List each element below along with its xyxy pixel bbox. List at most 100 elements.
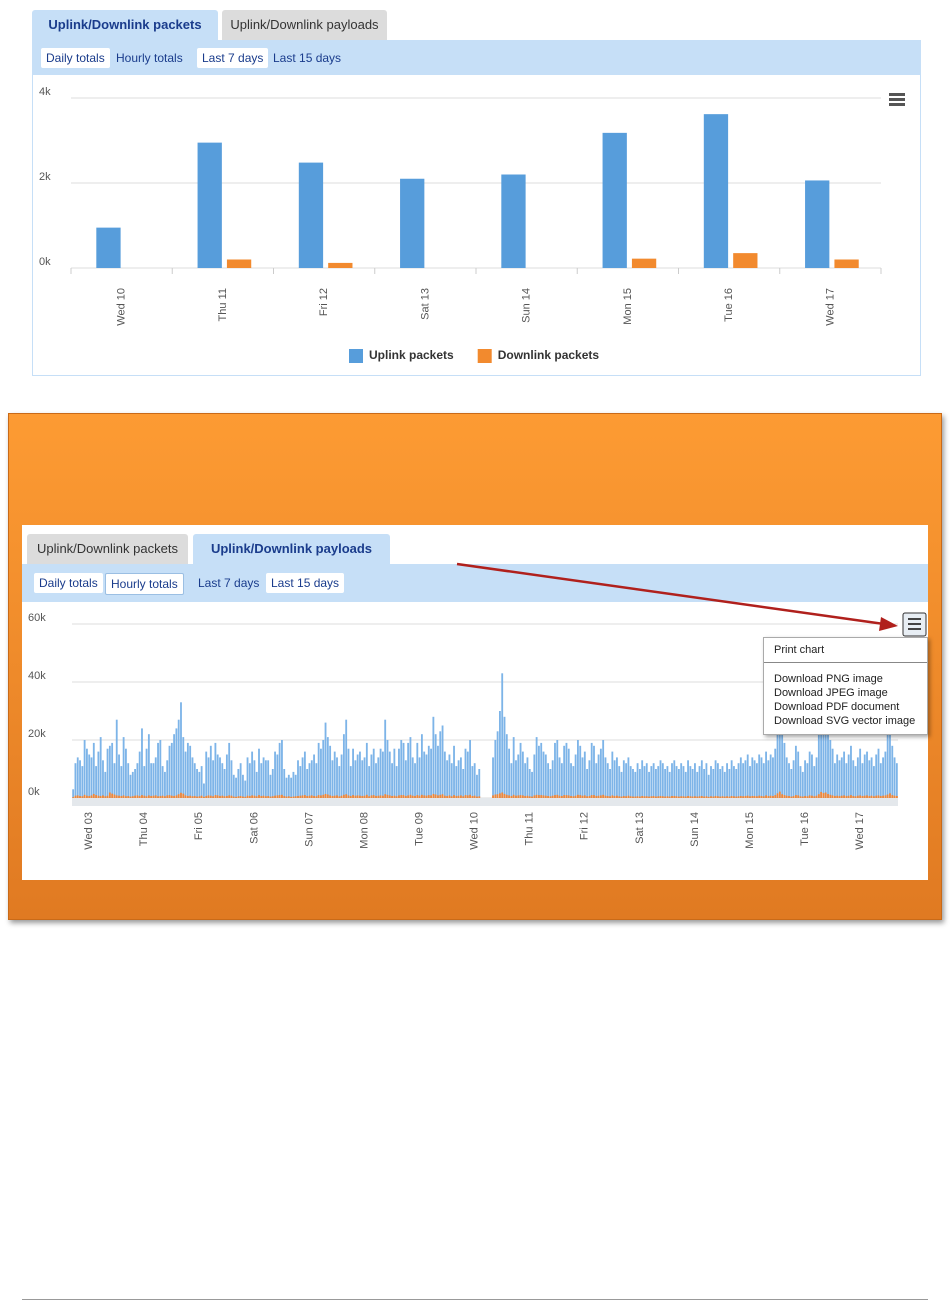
button[interactable]: Last 7 days: [198, 576, 260, 590]
bar: [551, 760, 554, 798]
bar: [283, 769, 286, 798]
bar: [420, 794, 423, 798]
bar: [712, 796, 715, 798]
bar: [193, 763, 196, 798]
bar: [618, 766, 621, 798]
bar: [769, 754, 772, 798]
bar: [122, 737, 125, 798]
bar: [749, 766, 751, 798]
bar: [292, 771, 295, 798]
bar: [790, 796, 793, 798]
bar: [347, 748, 350, 798]
bar: [113, 794, 116, 798]
bar: [659, 795, 662, 798]
bar: [549, 769, 552, 798]
bar: [377, 757, 380, 798]
bar: [574, 795, 577, 798]
button[interactable]: Daily totals: [34, 573, 103, 593]
bar: [416, 795, 419, 798]
x-tick-label: Fri 12: [318, 288, 330, 316]
bar: [184, 795, 187, 798]
bar: [244, 796, 247, 798]
button[interactable]: Hourly totals: [105, 573, 184, 595]
bar: [733, 766, 735, 798]
bar: [370, 754, 373, 798]
menu-icon[interactable]: [889, 93, 905, 106]
bar: [420, 734, 423, 798]
bar: [127, 795, 130, 798]
bar: [209, 745, 212, 798]
bar: [831, 748, 834, 798]
tab[interactable]: Uplink/Downlink packets: [32, 10, 218, 40]
tab[interactable]: Uplink/Downlink payloads: [222, 10, 387, 40]
bar: [517, 795, 520, 798]
button[interactable]: Daily totals: [41, 48, 110, 68]
bar: [425, 754, 428, 798]
bar: [189, 795, 192, 798]
bar: [632, 796, 634, 798]
bar: [455, 795, 458, 798]
bar: [340, 795, 343, 798]
bar: [673, 795, 676, 798]
menu-button[interactable]: [902, 612, 927, 637]
bar: [219, 757, 221, 798]
bar: [258, 795, 260, 798]
bar: [205, 751, 208, 798]
bar: [173, 795, 176, 798]
bar: [453, 745, 455, 798]
bar: [698, 766, 701, 798]
bar: [567, 795, 570, 798]
bar: [631, 258, 657, 268]
x-tick-label: Fri 05: [193, 812, 205, 840]
bar: [843, 795, 845, 798]
button[interactable]: Last 7 days: [197, 48, 269, 68]
bar: [696, 771, 699, 798]
bar: [152, 795, 155, 798]
menu-item[interactable]: Download PDF document: [774, 701, 900, 713]
bar: [666, 796, 669, 798]
bar: [104, 796, 107, 798]
bar: [388, 751, 391, 798]
bar: [225, 754, 228, 798]
menu-item[interactable]: Download JPEG image: [774, 687, 888, 699]
x-tick-label: Thu 11: [524, 812, 536, 845]
bar: [375, 763, 377, 798]
tab[interactable]: Uplink/Downlink packets: [27, 534, 188, 564]
bar: [271, 796, 274, 798]
bar: [866, 795, 868, 798]
bar: [813, 766, 816, 798]
bar: [168, 795, 171, 798]
button-bar: Daily totals Hourly totals Last 7 days L…: [22, 564, 928, 602]
bar: [90, 795, 93, 798]
button[interactable]: Hourly totals: [116, 51, 183, 65]
bar: [861, 763, 864, 798]
bar: [297, 760, 299, 798]
bar: [563, 795, 566, 798]
bar: [336, 795, 338, 798]
bar: [418, 795, 421, 798]
bar: [120, 766, 123, 798]
bar: [758, 754, 761, 798]
menu-item[interactable]: Download SVG vector image: [774, 715, 916, 727]
bar: [173, 734, 176, 798]
bar: [203, 783, 205, 798]
menu-item[interactable]: Print chart: [774, 644, 825, 656]
x-tick-label: Tue 09: [414, 812, 426, 846]
bar: [778, 711, 781, 798]
button[interactable]: Last 15 days: [266, 573, 345, 593]
bar: [595, 763, 598, 798]
bar: [558, 795, 561, 798]
bar: [613, 795, 616, 798]
bar: [560, 763, 563, 798]
bar: [439, 794, 442, 798]
bar: [879, 795, 882, 798]
bar: [797, 751, 800, 798]
bar: [471, 795, 474, 798]
bar: [152, 763, 155, 798]
y-tick-label: 0k: [28, 786, 40, 798]
button[interactable]: Last 15 days: [273, 51, 342, 65]
bar: [170, 795, 173, 798]
menu-item[interactable]: Download PNG image: [774, 673, 883, 685]
tab[interactable]: Uplink/Downlink payloads: [193, 534, 390, 564]
